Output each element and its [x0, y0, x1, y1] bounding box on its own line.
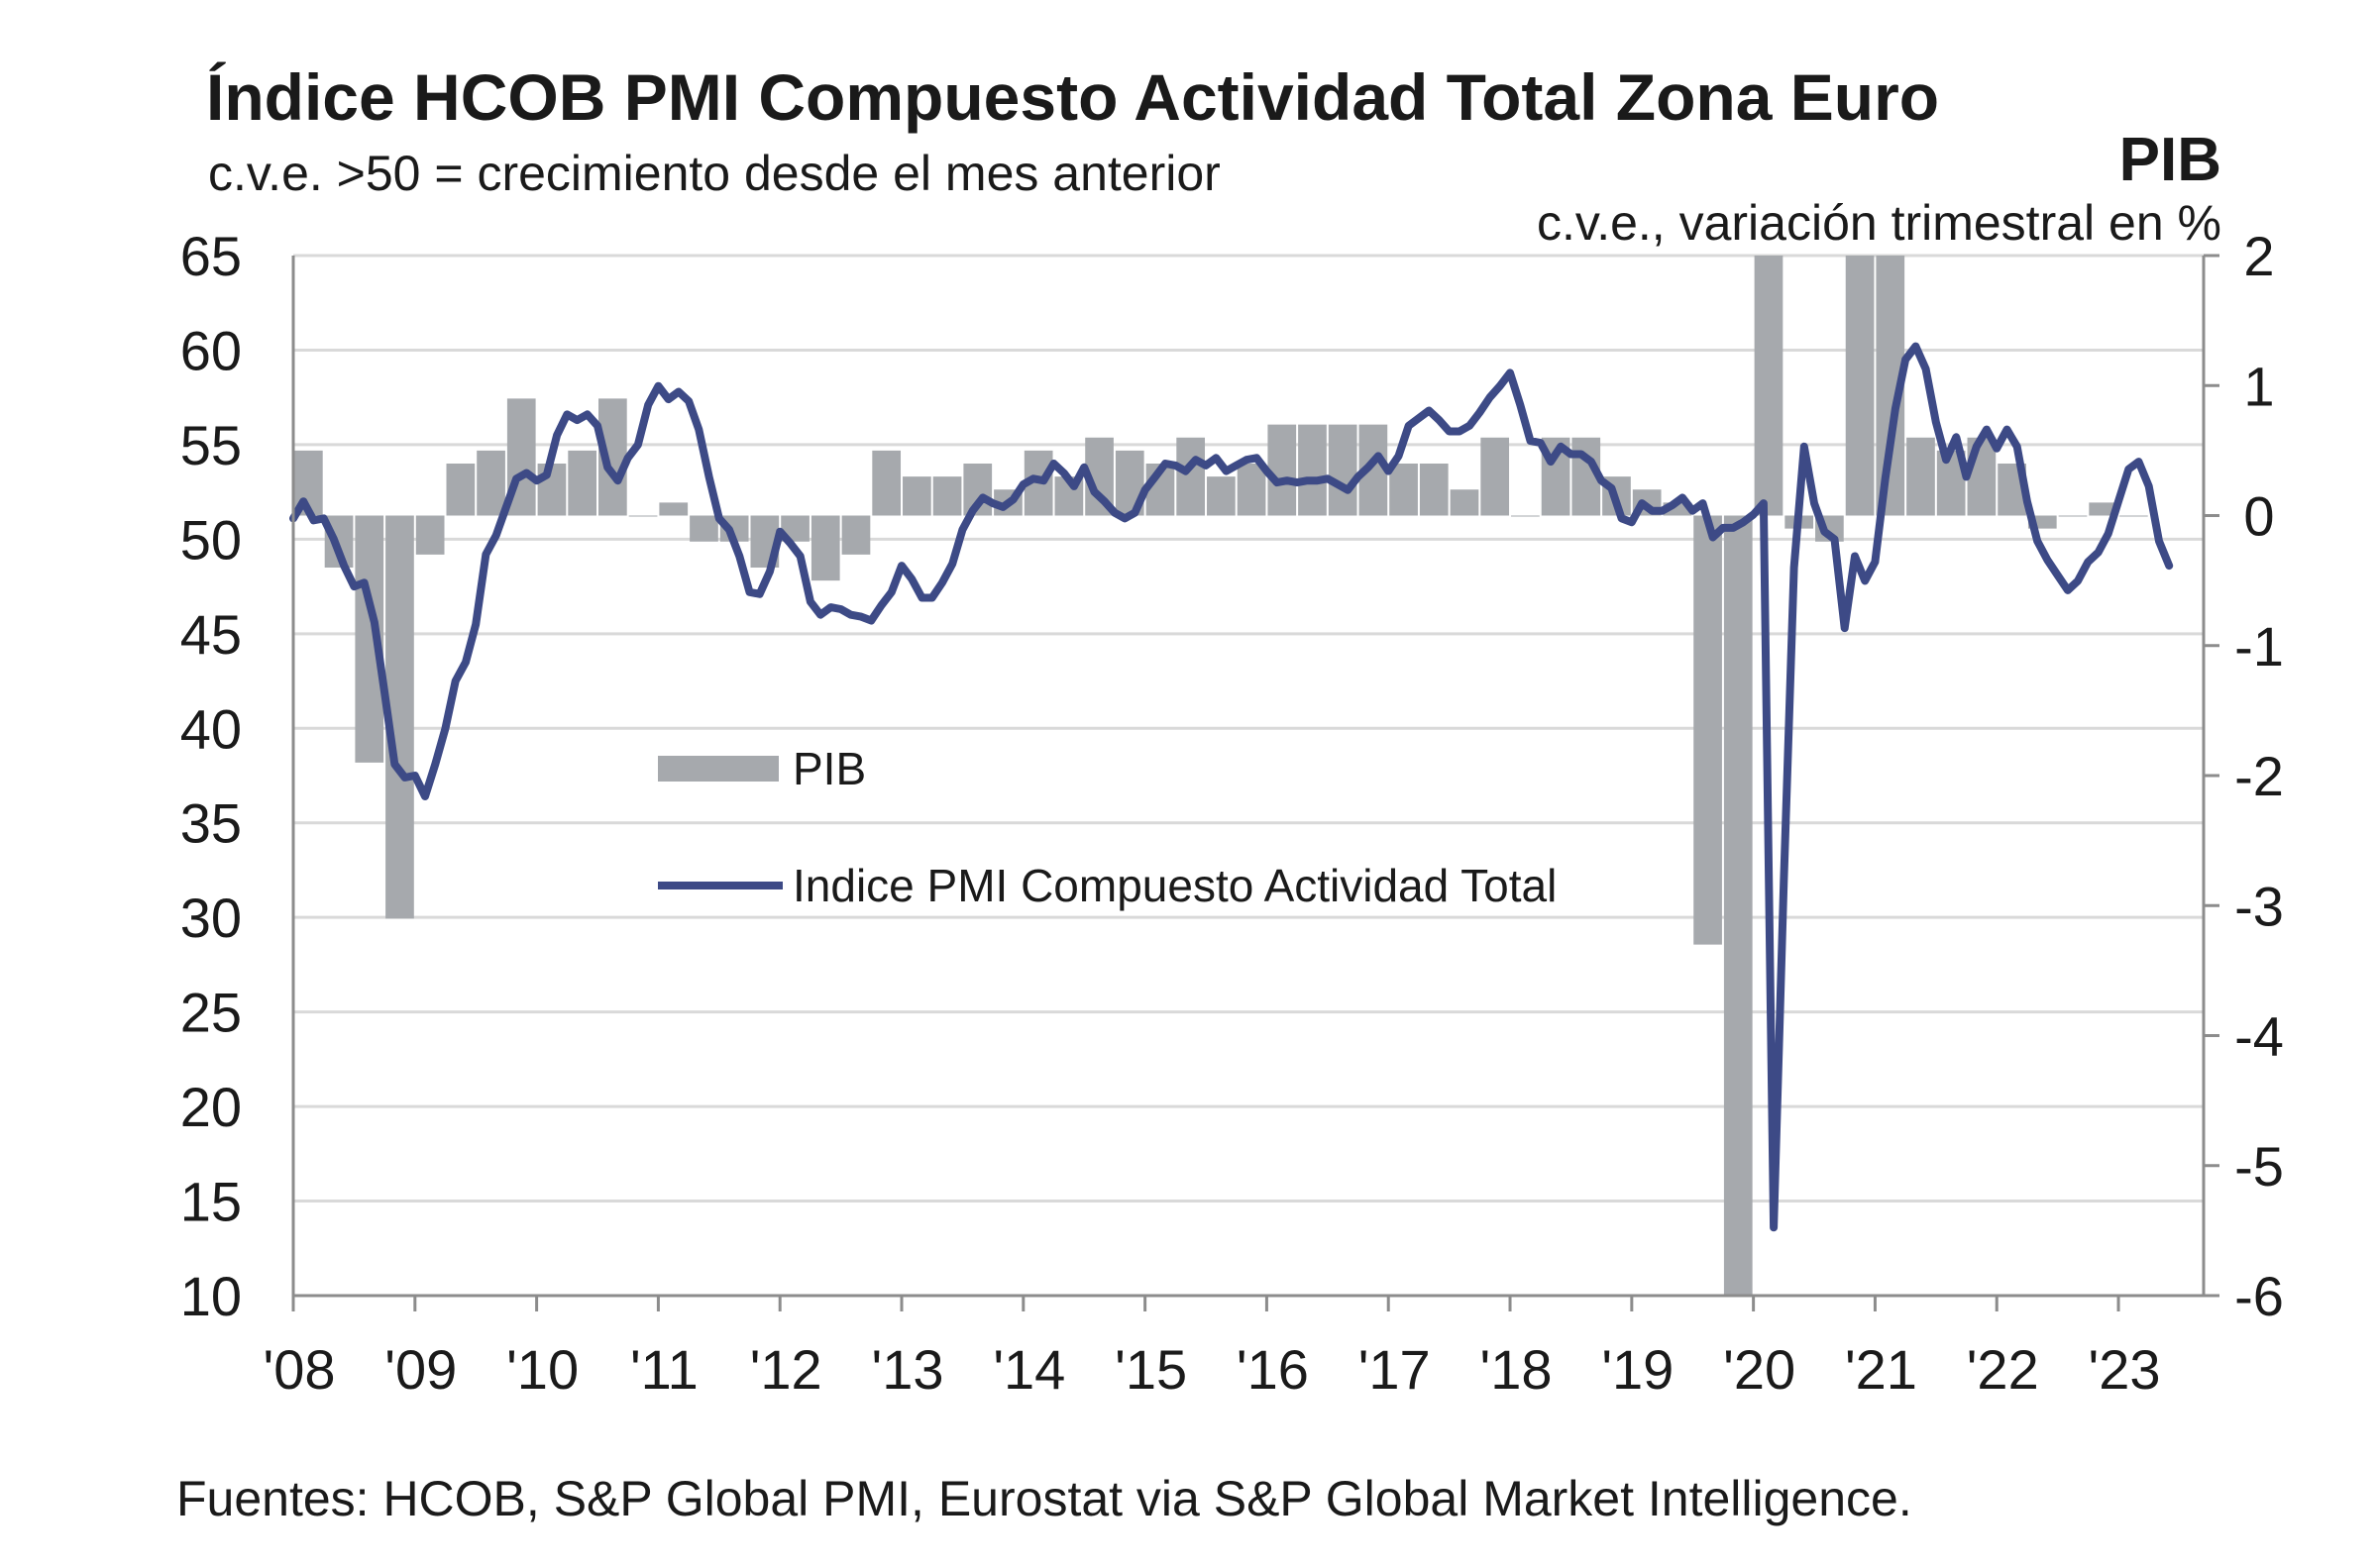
x-tick-label: '17: [1358, 1338, 1431, 1401]
x-tick-label: '23: [2089, 1338, 2161, 1401]
gdp-bar: [872, 450, 902, 516]
gdp-bar: [2058, 515, 2088, 517]
right-axis-subtitle: c.v.e., variación trimestral en %: [1537, 195, 2221, 251]
left-tick-label: 45: [180, 603, 242, 666]
x-tick-label: '18: [1480, 1338, 1553, 1401]
x-tick-label: '09: [384, 1338, 457, 1401]
gdp-bar: [1207, 476, 1236, 516]
gdp-bar: [1511, 515, 1540, 517]
gdp-bar: [628, 515, 658, 517]
x-tick-label: '15: [1115, 1338, 1187, 1401]
x-tick-label: '13: [872, 1338, 944, 1401]
gdp-bar: [903, 476, 931, 516]
x-tick-label: '20: [1723, 1338, 1795, 1401]
left-tick-label: 35: [180, 792, 242, 855]
x-tick-label: '08: [264, 1338, 336, 1401]
gdp-bar: [1389, 464, 1418, 516]
right-axis-title: PIB: [2118, 126, 2221, 194]
gdp-bar: [446, 464, 476, 516]
left-tick-label: 30: [180, 887, 242, 949]
chart-title: Índice HCOB PMI Compuesto Actividad Tota…: [206, 60, 1940, 134]
x-tick-label: '14: [993, 1338, 1065, 1401]
right-tick-label: -3: [2234, 875, 2284, 937]
gridlines: [293, 254, 2204, 1298]
left-tick-label: 15: [180, 1171, 242, 1233]
legend-line-label: Indice PMI Compuesto Actividad Total: [793, 860, 1557, 911]
x-tick-label: '22: [1967, 1338, 2039, 1401]
gdp-bar: [1328, 424, 1357, 516]
gdp-bar: [1845, 256, 1875, 516]
left-tick-label: 10: [180, 1265, 242, 1327]
gdp-bar: [2119, 515, 2148, 517]
gdp-bar: [841, 515, 871, 555]
legend-bar-swatch: [658, 756, 779, 782]
gdp-bar: [690, 515, 718, 542]
right-tick-label: -6: [2234, 1265, 2284, 1327]
gdp-bar: [1176, 437, 1206, 516]
x-tick-label: '16: [1237, 1338, 1309, 1401]
gdp-bar: [2089, 502, 2118, 516]
gdp-bar: [1450, 489, 1479, 516]
right-tick-label: -2: [2234, 745, 2284, 807]
gdp-bar: [1237, 464, 1266, 516]
right-tick-label: 0: [2243, 485, 2274, 548]
x-tick-label: '10: [506, 1338, 579, 1401]
left-tick-label: 25: [180, 982, 242, 1044]
gdp-bar: [1906, 437, 1935, 516]
left-tick-label: 50: [180, 508, 242, 571]
gdp-bar: [477, 450, 505, 516]
x-tick-label: '12: [750, 1338, 822, 1401]
x-tick-label: '19: [1601, 1338, 1674, 1401]
legend-bar-label: PIB: [793, 743, 866, 794]
right-tick-label: 2: [2243, 225, 2274, 287]
gdp-bars: [294, 256, 2148, 1296]
gdp-bar: [415, 515, 445, 555]
source-note: Fuentes: HCOB, S&P Global PMI, Eurostat …: [176, 1471, 1912, 1526]
gdp-bar: [1419, 464, 1449, 516]
pmi-line-group: [289, 342, 2174, 1232]
left-tick-label: 55: [180, 414, 242, 476]
gdp-bar: [537, 464, 567, 516]
left-tick-label: 20: [180, 1076, 242, 1138]
x-tick-label: '11: [630, 1338, 699, 1401]
gdp-bar: [811, 515, 840, 581]
chart-subtitle: c.v.e. >50 = crecimiento desde el mes an…: [208, 146, 1221, 201]
axes: 656055504540353025201510210-1-2-3-4-5-6'…: [180, 225, 2284, 1401]
left-tick-label: 40: [180, 697, 242, 760]
x-tick-label: '21: [1845, 1338, 1917, 1401]
left-tick-label: 60: [180, 319, 242, 381]
gdp-bar: [932, 476, 962, 516]
right-tick-label: -1: [2234, 615, 2284, 678]
gdp-bar: [1754, 256, 1784, 516]
left-tick-label: 65: [180, 225, 242, 287]
gdp-bar: [1480, 437, 1510, 516]
gdp-bar: [1723, 515, 1753, 1296]
legend: PIB Indice PMI Compuesto Actividad Total: [658, 743, 1557, 911]
gdp-bar: [659, 502, 689, 516]
gdp-bar: [568, 450, 597, 516]
right-tick-label: -5: [2234, 1135, 2284, 1198]
gdp-bar: [1693, 515, 1722, 945]
pmi-line: [289, 342, 2174, 1232]
gdp-bar: [1267, 424, 1297, 516]
gdp-bar: [1298, 424, 1327, 516]
right-tick-label: -4: [2234, 1005, 2284, 1068]
right-tick-label: 1: [2243, 355, 2274, 417]
